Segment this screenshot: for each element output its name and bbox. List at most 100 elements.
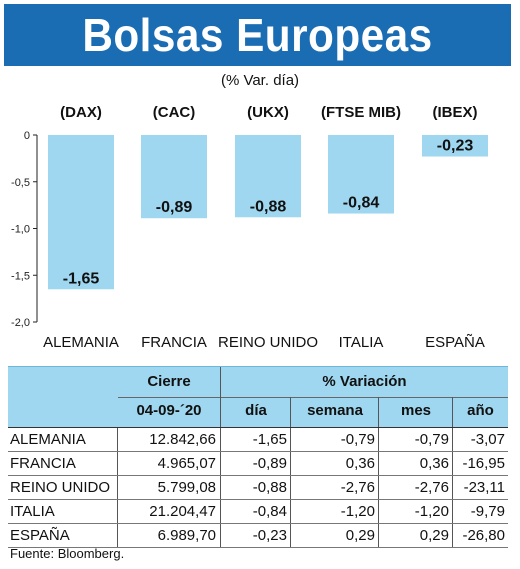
header-semana: semana bbox=[307, 402, 363, 419]
chart-title: Bolsas Europeas bbox=[82, 9, 433, 61]
cell-name: REINO UNIDO bbox=[10, 479, 111, 496]
bar-alemania bbox=[48, 135, 114, 290]
cell-semana: 0,29 bbox=[345, 527, 375, 544]
y-tick-label: -1,5 bbox=[11, 270, 30, 282]
cell-cierre: 12.842,66 bbox=[149, 431, 216, 448]
data-label: -0,88 bbox=[250, 198, 287, 215]
column-divider bbox=[117, 524, 118, 547]
cell-cierre: 6.989,70 bbox=[157, 527, 216, 544]
header-vline bbox=[452, 397, 453, 427]
chart-subtitle: (% Var. día) bbox=[220, 72, 300, 89]
cell-cierre: 5.799,08 bbox=[157, 479, 216, 496]
table-row: FRANCIA 4.965,07 -0,89 0,36 0,36 -16,95 bbox=[8, 452, 508, 476]
column-divider bbox=[452, 476, 453, 499]
table-row: REINO UNIDO 5.799,08 -0,88 -2,76 -2,76 -23,11 bbox=[8, 476, 508, 500]
column-divider bbox=[290, 500, 291, 523]
cell-semana: 0,36 bbox=[345, 455, 375, 472]
column-divider bbox=[220, 428, 221, 451]
column-divider bbox=[378, 524, 379, 547]
column-divider bbox=[378, 452, 379, 475]
table-header: Cierre % Variación 04-09-´20 día semana … bbox=[8, 366, 508, 428]
source-note: Fuente: Bloomberg. bbox=[10, 546, 125, 561]
table-row: ITALIA 21.204,47 -0,84 -1,20 -1,20 -9,79 bbox=[8, 500, 508, 524]
column-divider bbox=[290, 428, 291, 451]
cell-mes: -0,79 bbox=[414, 431, 449, 448]
header-vline bbox=[290, 397, 291, 427]
y-tick-label: -1,0 bbox=[11, 224, 30, 236]
cell-mes: 0,36 bbox=[419, 455, 449, 472]
column-divider bbox=[378, 476, 379, 499]
header-dia: día bbox=[245, 402, 267, 419]
category-label: ALEMANIA bbox=[43, 334, 119, 351]
cell-dia: -0,84 bbox=[252, 503, 287, 520]
cell-dia: -0,89 bbox=[252, 455, 287, 472]
cell-mes: -1,20 bbox=[414, 503, 449, 520]
cell-anio: -9,79 bbox=[470, 503, 505, 520]
column-divider bbox=[117, 500, 118, 523]
column-divider bbox=[290, 476, 291, 499]
table-body: ALEMANIA 12.842,66 -1,65 -0,79 -0,79 -3,07 FRA… bbox=[8, 428, 508, 548]
column-divider bbox=[220, 476, 221, 499]
column-divider bbox=[452, 428, 453, 451]
bar-chart: 0 -0,5 -1,0 -1,5 -2,0 (DAX) -1,65 ALEMANIA (CAC)… bbox=[11, 104, 488, 351]
table-row: ALEMANIA 12.842,66 -1,65 -0,79 -0,79 -3,07 bbox=[8, 428, 508, 452]
cell-anio: -26,80 bbox=[462, 527, 505, 544]
cell-cierre: 21.204,47 bbox=[149, 503, 216, 520]
cell-semana: -1,20 bbox=[340, 503, 375, 520]
column-divider bbox=[290, 452, 291, 475]
cell-dia: -0,88 bbox=[252, 479, 287, 496]
header-divider bbox=[118, 397, 508, 398]
header-anio: año bbox=[467, 402, 494, 419]
column-divider bbox=[290, 524, 291, 547]
cell-semana: -0,79 bbox=[340, 431, 375, 448]
index-label: (IBEX) bbox=[433, 104, 478, 121]
data-label: -0,89 bbox=[156, 199, 193, 216]
column-divider bbox=[378, 500, 379, 523]
cell-name: ITALIA bbox=[10, 503, 55, 520]
cell-mes: -2,76 bbox=[414, 479, 449, 496]
cell-anio: -16,95 bbox=[462, 455, 505, 472]
column-divider bbox=[452, 452, 453, 475]
category-label: REINO UNIDO bbox=[218, 334, 318, 351]
data-label: -1,65 bbox=[63, 270, 100, 287]
header-date: 04-09-´20 bbox=[136, 402, 202, 419]
column-divider bbox=[452, 500, 453, 523]
header-variacion: % Variación bbox=[322, 373, 407, 390]
column-divider bbox=[117, 452, 118, 475]
y-tick-label: 0 bbox=[24, 130, 30, 142]
header-mes: mes bbox=[400, 402, 432, 419]
category-label: ITALIA bbox=[339, 334, 384, 351]
category-label: FRANCIA bbox=[141, 334, 207, 351]
column-divider bbox=[220, 500, 221, 523]
cell-name: ALEMANIA bbox=[10, 431, 86, 448]
bar-italia bbox=[328, 135, 394, 214]
table-row: ESPAÑA 6.989,70 -0,23 0,29 0,29 -26,80 bbox=[8, 524, 508, 548]
header-vline bbox=[378, 397, 379, 427]
bar-reino-unido bbox=[235, 135, 301, 218]
bar-francia bbox=[141, 135, 207, 219]
cell-name: ESPAÑA bbox=[10, 527, 70, 544]
data-label: -0,23 bbox=[437, 138, 474, 155]
header-vline bbox=[220, 367, 221, 427]
cell-anio: -3,07 bbox=[470, 431, 505, 448]
index-label: (CAC) bbox=[153, 104, 196, 121]
y-tick-label: -0,5 bbox=[11, 177, 30, 189]
data-table: Cierre % Variación 04-09-´20 día semana … bbox=[8, 366, 508, 548]
data-label: -0,84 bbox=[343, 195, 380, 212]
header-banner: Bolsas Europeas bbox=[4, 4, 511, 66]
index-label: (FTSE MIB) bbox=[321, 104, 401, 121]
cell-semana: -2,76 bbox=[340, 479, 375, 496]
cell-name: FRANCIA bbox=[10, 455, 76, 472]
cell-dia: -0,23 bbox=[252, 527, 287, 544]
cell-cierre: 4.965,07 bbox=[157, 455, 216, 472]
column-divider bbox=[117, 476, 118, 499]
column-divider bbox=[220, 452, 221, 475]
cell-anio: -23,11 bbox=[463, 479, 505, 496]
index-label: (UKX) bbox=[247, 104, 289, 121]
column-divider bbox=[452, 524, 453, 547]
y-tick-label: -2,0 bbox=[11, 317, 30, 329]
cell-mes: 0,29 bbox=[419, 527, 449, 544]
column-divider bbox=[220, 524, 221, 547]
bar-españa bbox=[422, 135, 488, 157]
category-label: ESPAÑA bbox=[425, 334, 485, 351]
